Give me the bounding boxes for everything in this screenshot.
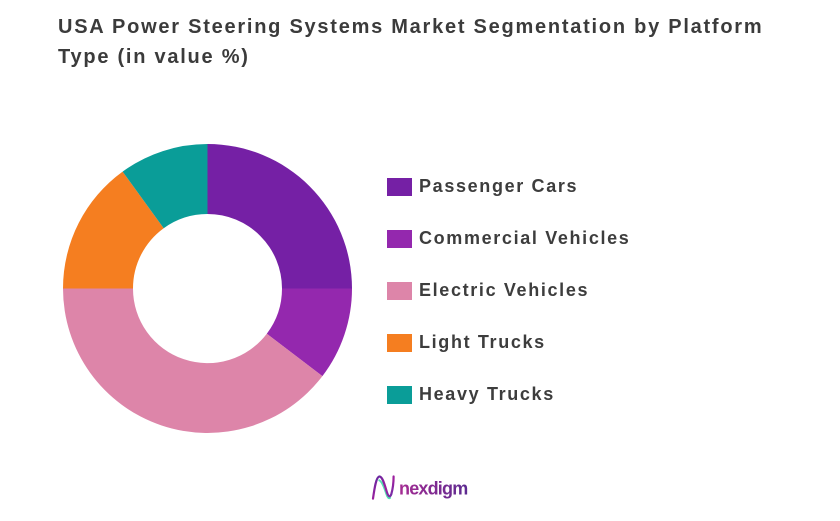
svg-text:nexdigm: nexdigm <box>399 479 467 499</box>
